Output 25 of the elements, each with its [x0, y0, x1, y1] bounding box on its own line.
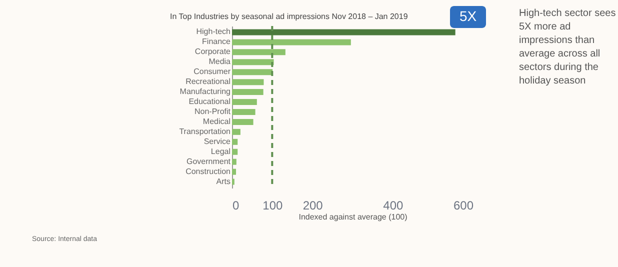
- y-tick-label: Legal: [210, 146, 231, 156]
- y-tick-label: Consumer: [194, 67, 231, 76]
- y-tick-label: Finance: [202, 37, 232, 46]
- x-tick-label: 100: [262, 198, 283, 212]
- y-tick-label: High-tech: [196, 27, 230, 36]
- y-tick-label: Corporate: [194, 47, 232, 56]
- x-tick-label: 400: [383, 198, 404, 212]
- x-tick-label: 200: [302, 198, 324, 212]
- y-tick-label: Non-Profit: [194, 106, 232, 116]
- y-tick-label: Recreational: [186, 77, 231, 86]
- y-tick-label: Transportation: [179, 126, 230, 136]
- y-tick-label: Government: [186, 156, 232, 166]
- text: 5X: [459, 8, 478, 24]
- x-tick-label: 0: [232, 198, 240, 212]
- y-tick-label: Construction: [186, 166, 230, 176]
- y-tick-label: Medical: [202, 116, 231, 126]
- y-tick-label: Arts: [216, 176, 230, 186]
- chart-title: In Top Industries by seasonal ad impressions Nov 2018 – Jan 2019: [170, 12, 408, 21]
- y-tick-label: Educational: [188, 97, 231, 106]
- y-tick-label: Service: [204, 136, 232, 146]
- x-tick-label: 600: [453, 198, 474, 212]
- y-tick-label: Manufacturing: [180, 87, 230, 96]
- text: High-tech sector sees 5X more ad impressions than average across all sectors during the holiday season: [519, 8, 616, 86]
- y-tick-label: Media: [208, 57, 232, 66]
- x-axis-title: Indexed against average (100): [298, 212, 408, 222]
